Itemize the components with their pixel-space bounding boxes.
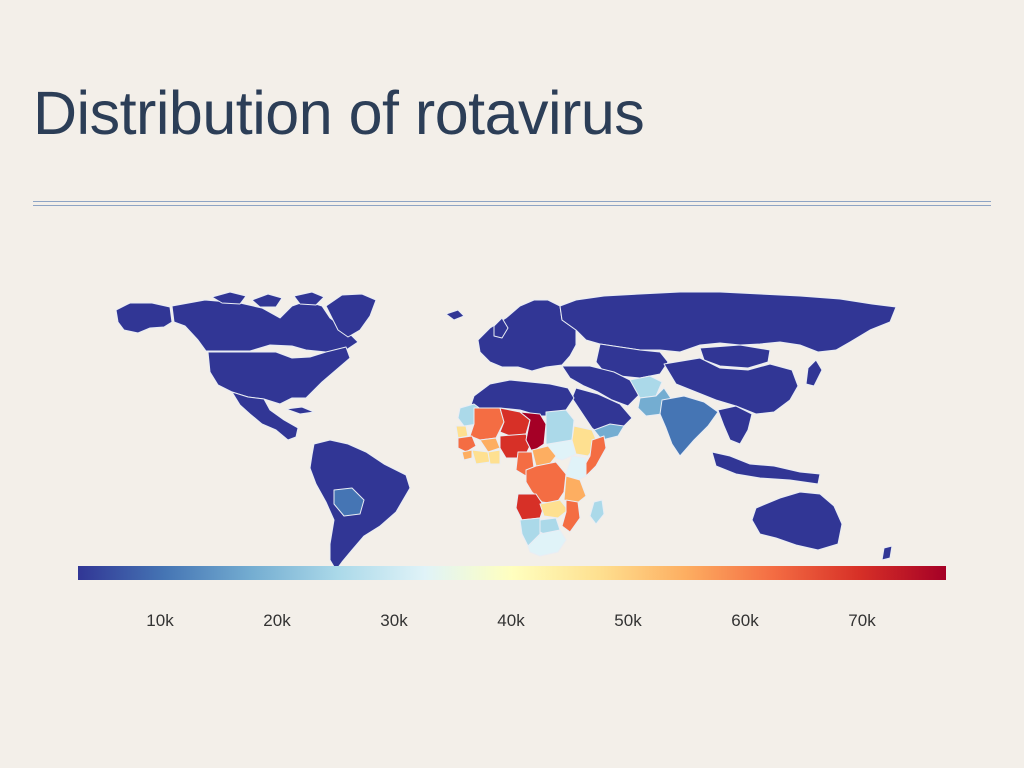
region-bolivia bbox=[333, 487, 365, 517]
colorbar-tick-10k: 10k bbox=[146, 611, 174, 630]
region-arctic-island bbox=[251, 293, 283, 308]
region-india bbox=[659, 395, 719, 457]
region-ghana bbox=[487, 449, 501, 465]
region-russia bbox=[559, 291, 897, 353]
region-tanzania bbox=[563, 475, 587, 505]
region-somalia bbox=[581, 435, 607, 477]
region-europe bbox=[477, 299, 577, 372]
region-afghanistan bbox=[629, 375, 663, 399]
region-japan bbox=[805, 359, 823, 387]
colorbar-tick-30k: 30k bbox=[380, 611, 408, 630]
region-arctic-island bbox=[211, 291, 247, 305]
region-uk bbox=[493, 317, 509, 339]
region-se-asia bbox=[717, 405, 753, 445]
title-divider-bottom bbox=[33, 205, 991, 206]
region-nz bbox=[881, 545, 893, 561]
slide-title: Distribution of rotavirus bbox=[33, 79, 645, 147]
region-car bbox=[531, 445, 557, 467]
region-south-africa bbox=[527, 529, 567, 557]
colorbar-tick-50k: 50k bbox=[614, 611, 642, 630]
region-sierra-leone bbox=[461, 449, 473, 461]
region-usa bbox=[207, 346, 351, 405]
region-guinea bbox=[457, 435, 477, 453]
colorbar-gradient bbox=[78, 566, 946, 580]
colorbar-tick-20k: 20k bbox=[263, 611, 291, 630]
region-senegal bbox=[455, 425, 469, 439]
region-middle-east bbox=[561, 365, 641, 407]
region-alaska bbox=[115, 302, 173, 334]
region-mali bbox=[469, 407, 505, 441]
region-australia bbox=[751, 491, 843, 551]
region-indonesia bbox=[711, 451, 821, 485]
region-mexico bbox=[231, 391, 299, 441]
region-iceland bbox=[445, 309, 465, 321]
region-burkina-faso bbox=[479, 437, 501, 453]
region-arctic-island bbox=[293, 291, 325, 306]
colorbar-tick-60k: 60k bbox=[731, 611, 759, 630]
region-caribbean bbox=[285, 406, 315, 415]
colorbar-tick-40k: 40k bbox=[497, 611, 525, 630]
colorbar bbox=[78, 566, 946, 580]
region-ivory-coast bbox=[471, 449, 491, 465]
colorbar-tick-70k: 70k bbox=[848, 611, 876, 630]
region-greenland bbox=[325, 293, 377, 338]
region-mozambique bbox=[561, 499, 581, 533]
region-zambia bbox=[539, 499, 569, 519]
region-china bbox=[663, 357, 799, 415]
region-madagascar bbox=[589, 499, 605, 525]
title-divider-top bbox=[33, 201, 991, 202]
region-kenya bbox=[565, 455, 587, 483]
